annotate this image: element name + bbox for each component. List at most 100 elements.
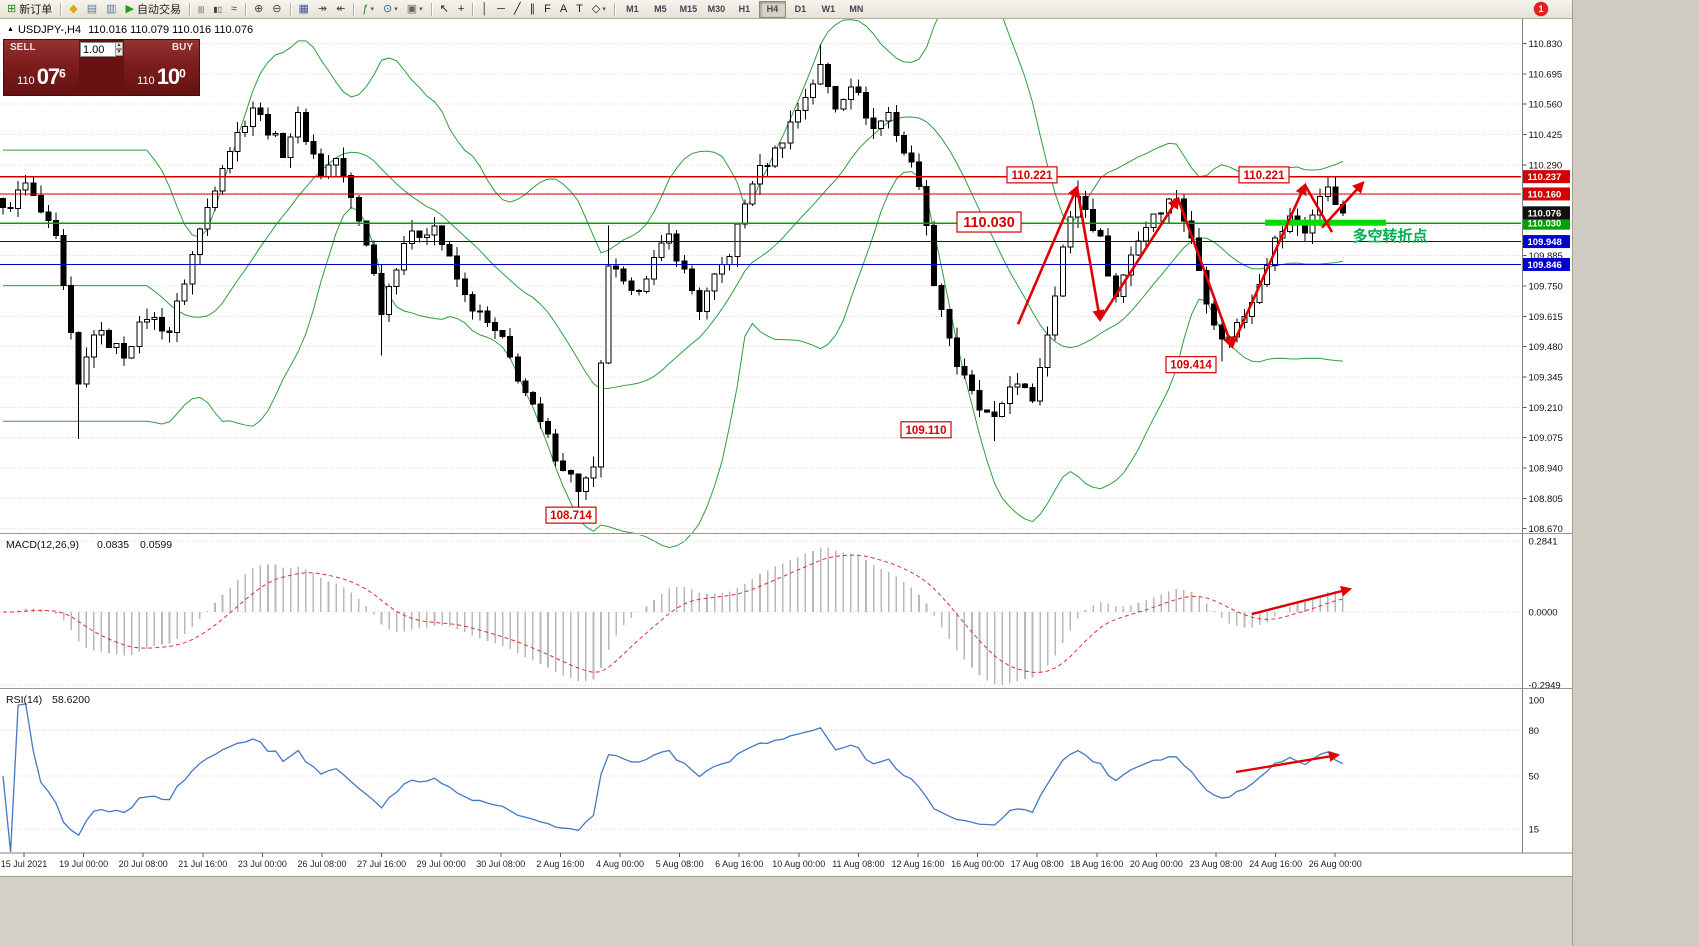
trend-zigzag-arrow[interactable] [1303,184,1334,233]
arrows-tool-button[interactable]: ◇ ▾ [588,0,610,18]
periods-button[interactable]: ⊙ ▾ [379,0,402,18]
trend-zigzag-arrow[interactable] [1075,186,1105,323]
timeframe-mn-button[interactable]: MN [849,3,864,14]
chart-candles-button[interactable]: ▮▯ [209,0,226,18]
price-tick-label: 109.750 [1529,282,1563,293]
price-tag[interactable] [1165,356,1217,374]
time-tick-label: 26 Jul 08:00 [297,859,346,869]
data-window-icon: ▥ [106,2,117,15]
trend-zigzag-arrow[interactable] [1230,182,1307,348]
chart-line-button[interactable]: ≈ [227,0,241,18]
fibonacci-retracement-button[interactable]: F [540,0,555,18]
time-tick-label: 20 Aug 00:00 [1130,859,1183,869]
timeframe-m30-button[interactable]: M30 [707,3,726,14]
new-order-button[interactable]: ⊞ 新订单 [3,0,56,18]
price-tick-label: 110.290 [1529,160,1563,171]
price-tag[interactable] [1238,166,1290,184]
auto-scroll-button[interactable]: ↠ [314,0,331,18]
price-tag[interactable] [545,506,597,524]
macd-scale-label: 0.0000 [1529,608,1558,619]
trendline-button[interactable]: ╱ [510,0,525,18]
volume-increase-button[interactable]: ▲ [115,42,123,49]
templates-dropdown-icon[interactable]: ▾ [419,6,423,13]
bollinger-lower-band[interactable] [3,171,1343,549]
price-tag[interactable] [900,421,952,439]
macd-trend-arrow[interactable] [1251,585,1353,616]
macd-scale-label: 0.2841 [1529,537,1558,548]
chart-ohlc-values: 110.016 110.079 110.016 110.076 [88,24,254,36]
chart-canvas[interactable]: 110.830 110.695 110.560 110.425 110.290 110.1… [0,0,1572,876]
horizontal-line-button[interactable]: ─ [493,0,509,18]
zoom-out-button[interactable]: ⊖ [268,0,285,18]
price-tick-label: 109.075 [1529,433,1563,444]
price-tick-label: 108.805 [1529,494,1563,505]
price-badge [1523,235,1570,249]
periods-dropdown-icon[interactable]: ▾ [394,6,398,13]
price-tick-label: 110.425 [1529,130,1563,141]
buy-price: 110100 [124,64,199,90]
new-order-label: 新订单 [19,4,53,16]
zoom-in-button[interactable]: ⊕ [250,0,267,18]
annotation-text-cn: 多空转折点 [1352,227,1427,245]
price-tag-text: 108.714 [550,510,592,522]
timeframe-m15-button[interactable]: M15 [679,3,698,14]
trend-zigzag-arrow[interactable] [1176,198,1235,349]
crosshair-button[interactable]: + [454,0,468,18]
templates-button[interactable]: ▣ ▾ [403,0,427,18]
chart-bars-button[interactable]: ||| [194,0,208,18]
indicators-list-dropdown-icon[interactable]: ▾ [370,6,374,13]
autotrading-button[interactable]: ▶ 自动交易 [122,0,185,18]
vertical-line-button[interactable]: │ [477,0,492,18]
timeframe-m1-button[interactable]: M1 [626,3,639,14]
bollinger-upper-band[interactable] [3,0,1344,254]
trendline-icon: ╱ [513,2,521,15]
chart-shift-button[interactable]: ↞ [332,0,349,18]
price-badge-text: 110.237 [1528,172,1562,183]
volume-decrease-button[interactable]: ▼ [115,49,123,56]
mql-editor-icon: ◆ [69,2,78,15]
rsi-trend-arrow[interactable] [1235,751,1341,774]
indicators-list-button[interactable]: ƒ ▾ [358,0,378,18]
buy-button[interactable]: BUY 110100 [124,40,199,95]
time-tick-label: 27 Jul 16:00 [357,859,406,869]
price-tag[interactable] [1006,166,1058,184]
price-badge [1523,206,1570,220]
time-tick-label: 20 Jul 08:00 [119,859,168,869]
sell-button[interactable]: SELL 110076 [4,40,79,95]
data-window-button[interactable]: ▥ [102,0,120,18]
chart-bars-icon: ||| [197,4,205,14]
price-tick-label: 110.695 [1529,69,1563,80]
market-watch-button[interactable]: ▤ [83,0,101,18]
timeframe-h4-button[interactable]: H4 [758,0,786,18]
rsi-value: 58.6200 [52,694,90,706]
timeframe-w1-button[interactable]: W1 [821,3,836,14]
market-watch-icon: ▤ [86,2,98,15]
arrows-tool-dropdown-icon[interactable]: ▾ [602,6,606,13]
bollinger-middle-band[interactable] [3,116,1343,390]
time-tick-label: 15 Jul 2021 [1,859,48,869]
notification-badge[interactable]: 1 [1534,2,1548,16]
volume-input[interactable] [80,42,116,57]
mql-editor-button[interactable]: ◆ [65,0,81,18]
price-tag-text: 109.110 [906,425,947,437]
timeframe-d1-button[interactable]: D1 [794,3,807,14]
text-label-button[interactable]: T [572,0,587,18]
text-button[interactable]: A [556,0,571,18]
timeframe-m5-button[interactable]: M5 [654,3,667,14]
cursor-button[interactable]: ↖ [436,0,453,18]
equidistant-channel-button[interactable]: ∥ [526,0,540,18]
trend-final-arrow[interactable] [1321,180,1365,229]
timeframe-h1-button[interactable]: H1 [738,3,751,14]
price-tag[interactable] [956,211,1022,233]
buy-price-big: 10 [156,64,181,89]
auto-scroll-icon: ↠ [317,2,328,15]
trend-zigzag-arrow[interactable] [1098,196,1180,321]
trend-zigzag-arrow[interactable] [1016,185,1079,325]
rsi-scale-label: 100 [1529,696,1545,707]
one-click-collapse-icon[interactable]: ▲ [7,26,14,33]
vertical-line-icon: │ [481,2,489,15]
tile-windows-button[interactable]: ▦ [295,0,313,18]
sell-label: SELL [10,42,36,53]
text-icon: A [559,2,568,15]
time-tick-label: 16 Aug 00:00 [951,859,1004,869]
